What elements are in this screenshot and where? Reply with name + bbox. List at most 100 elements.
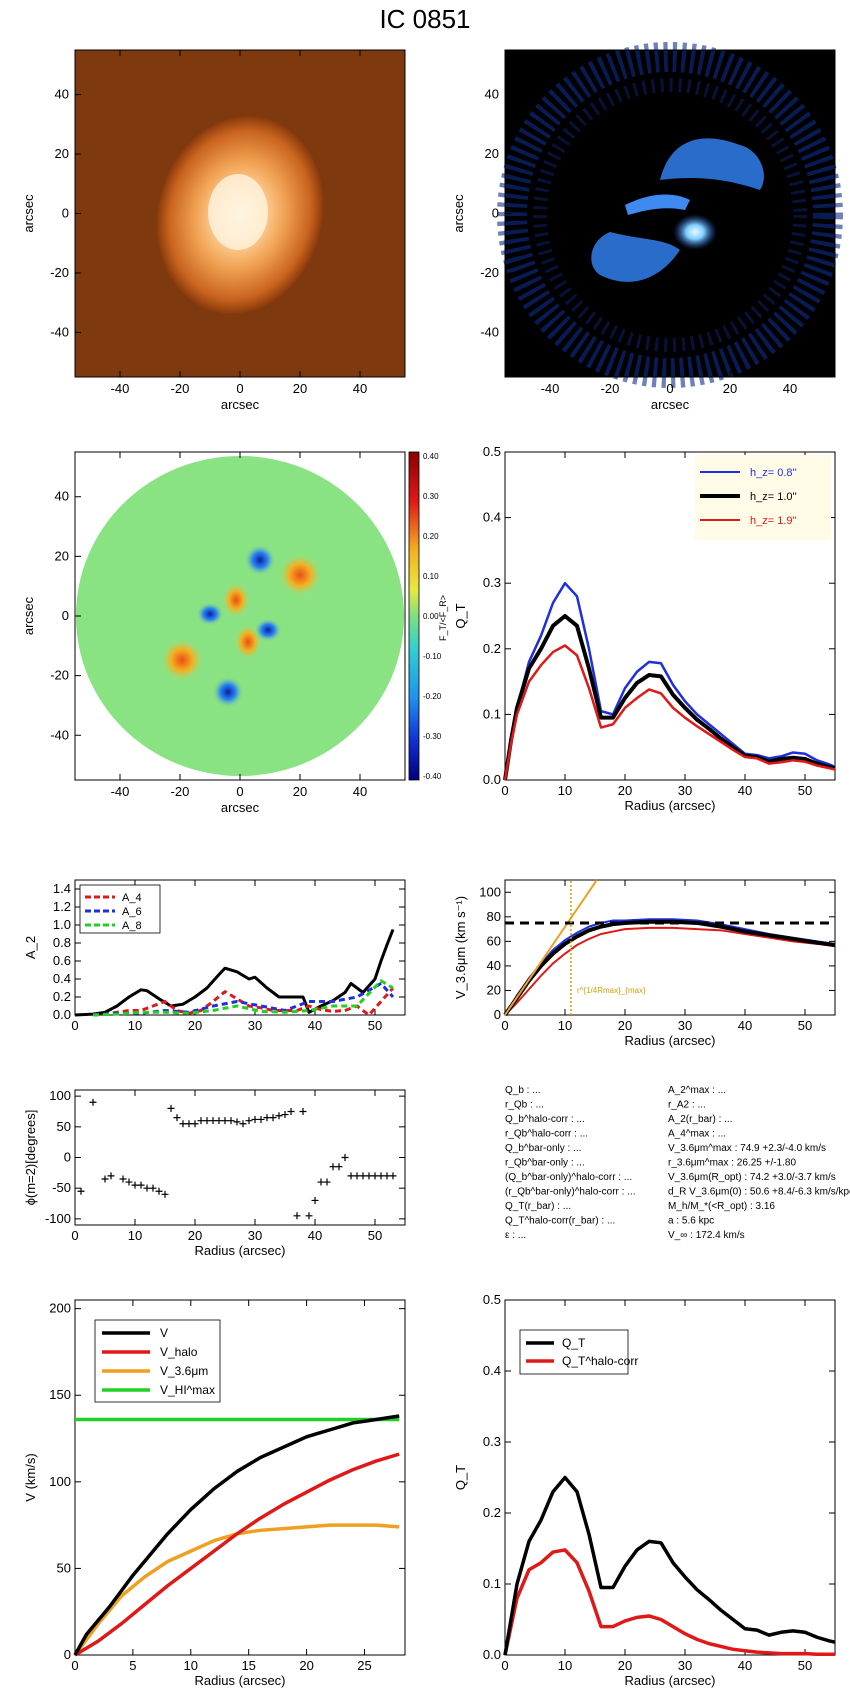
vc-ytick-label: 50: [57, 1560, 71, 1575]
info-right-line: A_2^max : ...: [668, 1085, 726, 1096]
qt2-ytick-label: 0.0: [483, 1647, 501, 1662]
phi-point: [221, 1117, 229, 1125]
vc-ytick-label: 0: [64, 1647, 71, 1662]
img2-ytick-label: 0: [492, 206, 499, 221]
img2-ytick-label: -40: [480, 324, 499, 339]
vc-legend-label: V: [160, 1326, 168, 1340]
phi-point: [173, 1114, 181, 1122]
phi-point: [191, 1120, 199, 1128]
vc-legend-label: V_3.6μm: [160, 1364, 208, 1378]
qt2-legend: [519, 1329, 629, 1375]
vc-ylabel: V (km/s): [23, 1453, 38, 1501]
phi-point: [227, 1117, 235, 1125]
qt2-plot: 0 10 20 30 40 50 0.0 0.1 0.2 0.3 0.4 0.5 Radius (arc…: [453, 1292, 836, 1688]
img1-ytick-label: -40: [50, 324, 69, 339]
qt-ylabel: Q_T: [453, 603, 468, 628]
img1-ytick-label: 20: [55, 146, 69, 161]
vc-legend-label: V_HI^max: [160, 1383, 215, 1397]
v36-xtick-label: 40: [738, 1018, 752, 1033]
phi-point: [269, 1114, 277, 1122]
a2-xtick-label: 20: [188, 1018, 202, 1033]
phi-point: [335, 1163, 343, 1171]
img1-ytick-label: 0: [62, 206, 69, 221]
vc-xtick-label: 5: [129, 1658, 136, 1673]
qt-xlabel: Radius (arcsec): [624, 798, 715, 813]
colorbar-tick-label: -0.20: [423, 692, 442, 701]
phi-point: [359, 1172, 367, 1180]
info-right-line: V_3.6μm^max : 74.9 +2.3/-4.0 km/s: [668, 1143, 826, 1154]
qt-xtick-label: 0: [501, 783, 508, 798]
phi-point: [245, 1117, 253, 1125]
v36-ytick-label: 60: [487, 933, 501, 948]
phi-point: [305, 1212, 313, 1220]
phi-point: [197, 1117, 205, 1125]
img3-xtick-label: -20: [171, 784, 190, 799]
colorbar-tick-label: 0.40: [423, 452, 439, 461]
phi-point: [365, 1172, 373, 1180]
a2-ytick-label: 1.2: [53, 899, 71, 914]
a2-ytick-label: 1.0: [53, 917, 71, 932]
phi-point: [293, 1212, 301, 1220]
img2-ytick-label: 40: [485, 87, 499, 102]
phi-point: [137, 1181, 145, 1189]
qt2-haloc-line: [503, 1548, 835, 1657]
info-right-line: d_R V_3.6μm(0) : 50.6 +8.4/-6.3 km/s/kpc: [668, 1187, 850, 1198]
phi-point: [131, 1181, 139, 1189]
v36-ylabel: V_3.6μm (km s⁻¹): [453, 896, 468, 999]
phi-ytick-label: -50: [52, 1180, 71, 1195]
img1-ylabel: arcsec: [21, 194, 36, 233]
colorbar-label: F_T/<F_R>: [438, 595, 448, 641]
a2-ytick-label: 0.2: [53, 989, 71, 1004]
a2-legend-label: A_6: [122, 906, 142, 918]
phi-point: [317, 1178, 325, 1186]
v36-xlabel: Radius (arcsec): [624, 1033, 715, 1048]
vc-xtick-label: 10: [184, 1658, 198, 1673]
v36-ytick-label: 0: [494, 1007, 501, 1022]
a2-ylabel: A_2: [23, 936, 38, 959]
v36-xtick-label: 50: [798, 1018, 812, 1033]
info-right-line: r_A2 : ...: [668, 1100, 706, 1111]
disk-noise-ring: [497, 42, 843, 388]
qt-ytick-label: 0.1: [483, 706, 501, 721]
qt2-qt-line: [503, 1475, 836, 1656]
info-right-line: r_3.6μm^max : 26.25 +/-1.80: [668, 1158, 796, 1169]
img2-ytick-label: -20: [480, 265, 499, 280]
qt2-frame: [504, 1299, 836, 1656]
info-left-line: (r_Qb^bar-only)^halo-corr : ...: [505, 1187, 636, 1198]
qt-plot: 0 10 20 30 40 50 0.0 0.1 0.2 0.3 0.4 0.5 Radius (arc…: [453, 444, 836, 813]
a2-legend: [79, 884, 161, 934]
a2-xtick-label: 40: [308, 1018, 322, 1033]
image-panel-1: [74, 49, 406, 378]
phi-point: [287, 1107, 295, 1115]
phi-point: [107, 1172, 115, 1180]
colorbar-tick-label: -0.30: [423, 732, 442, 741]
vc-xlabel: Radius (arcsec): [194, 1673, 285, 1688]
phi-ylabel: ϕ(m=2)[degrees]: [23, 1110, 38, 1206]
vc-frame: [74, 1299, 406, 1656]
qt2-xtick-label: 10: [558, 1658, 572, 1673]
info-right-line: M_h/M_*(<R_opt) : 3.16: [668, 1201, 775, 1212]
phi-point: [77, 1187, 85, 1195]
vc-ytick-label: 100: [49, 1474, 71, 1489]
phi-point: [215, 1117, 223, 1125]
vc-xtick-label: 0: [71, 1658, 78, 1673]
phi-point: [101, 1175, 109, 1183]
img1-xtick-label: 0: [236, 381, 243, 396]
img2-ytick-label: 20: [485, 146, 499, 161]
info-left-line: Q_b : ...: [505, 1085, 541, 1096]
force-lobe-1: [278, 553, 322, 597]
phi-ytick-label: 0: [64, 1150, 71, 1165]
img2-xtick-label: 20: [723, 381, 737, 396]
img3-ytick-label: 40: [55, 489, 69, 504]
a2-frame: [74, 879, 406, 1016]
qt2-ytick-label: 0.2: [483, 1505, 501, 1520]
img2-xtick-label: 40: [783, 381, 797, 396]
info-left-line: r_Qb^halo-corr : ...: [505, 1129, 588, 1140]
img2-xtick-label: -20: [601, 381, 620, 396]
colorbar-tick-label: -0.10: [423, 652, 442, 661]
vc-legend-label: V_halo: [160, 1345, 198, 1359]
phi-point: [89, 1098, 97, 1106]
phi-ytick-label: 100: [49, 1088, 71, 1103]
qt-ytick-label: 0.0: [483, 772, 501, 787]
